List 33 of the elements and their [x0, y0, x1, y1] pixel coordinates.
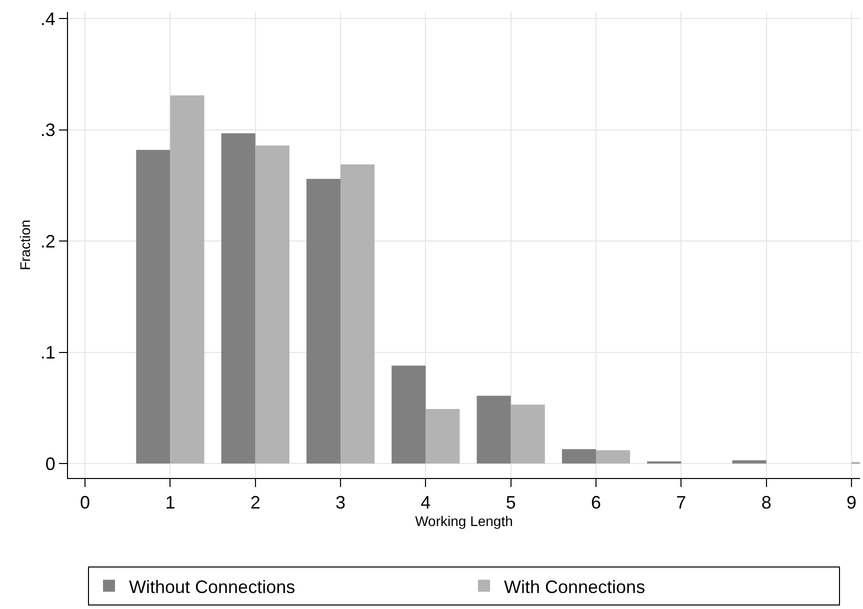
bar [136, 150, 170, 464]
bar [732, 460, 766, 464]
x-tick-label: 7 [676, 492, 686, 513]
legend-label: Without Connections [129, 576, 296, 597]
x-tick-label: 9 [846, 492, 856, 513]
bar [170, 95, 204, 464]
y-tick-label: .1 [40, 342, 56, 363]
x-axis-title: Working Length [415, 512, 513, 529]
bar [392, 366, 426, 464]
bar [255, 145, 290, 464]
x-tick-label: 3 [336, 492, 346, 513]
y-tick-label: .4 [40, 8, 56, 29]
bar [476, 396, 511, 464]
y-tick-label: .3 [40, 120, 56, 140]
bar [596, 450, 630, 464]
bar [340, 164, 375, 464]
bar [306, 178, 341, 464]
y-axis-title: Fraction [16, 220, 33, 270]
bar [426, 409, 460, 464]
x-tick-label: 4 [420, 492, 431, 513]
x-tick-label: 8 [761, 492, 772, 513]
y-tick-label: 0 [45, 454, 56, 474]
y-tick-label: .2 [40, 231, 56, 252]
x-tick-label: 5 [506, 492, 516, 513]
legend-label: With Connections [504, 576, 646, 597]
bar [510, 404, 545, 464]
x-tick-label: 2 [250, 492, 260, 513]
bar [562, 449, 596, 464]
x-tick-label: 6 [590, 492, 602, 513]
bar [221, 133, 256, 464]
x-tick-label: 1 [165, 492, 176, 513]
bar [647, 461, 682, 464]
x-tick-label: 0 [80, 492, 90, 513]
